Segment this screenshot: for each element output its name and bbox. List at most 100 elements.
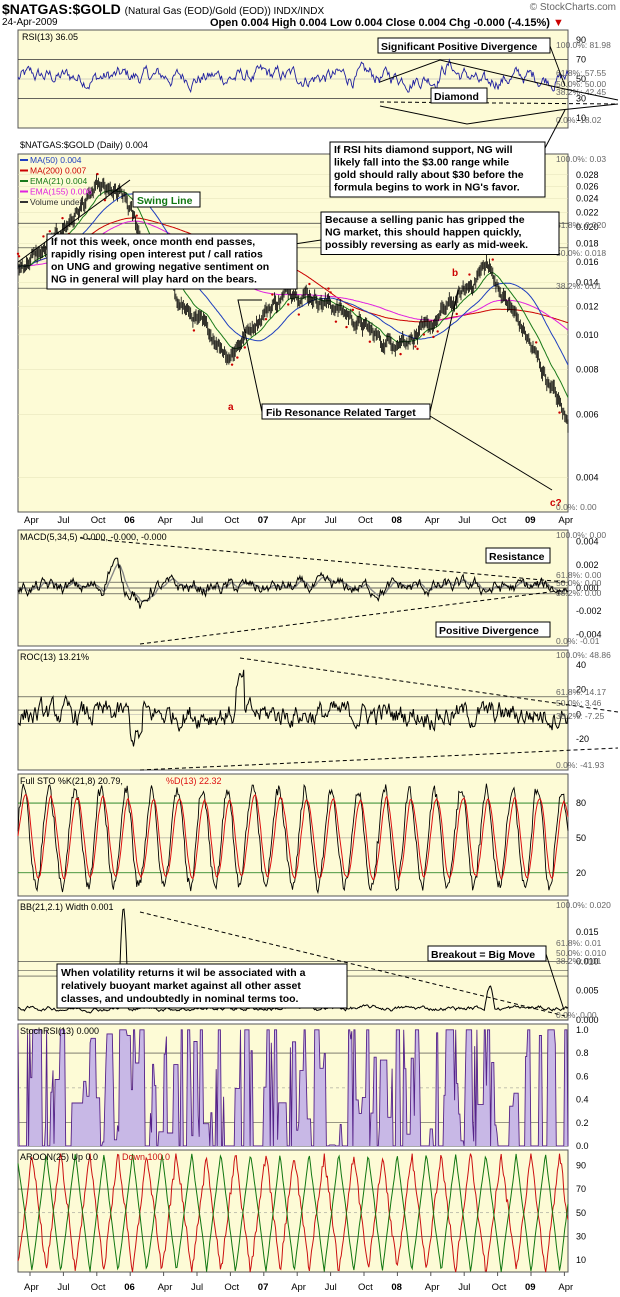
x-axis-label-bottom: Apr: [425, 1282, 440, 1293]
breakout-box: [427, 945, 547, 962]
price-signal-dot: [308, 282, 311, 286]
bbw-fib-level-label: 50.0%: 0.010: [556, 948, 606, 958]
x-axis-label-bottom: Oct: [358, 1282, 373, 1293]
x-axis-label-top: 06: [124, 515, 135, 526]
rsi-fib-level-label: 61.8%: 57.55: [556, 68, 606, 78]
price-fib-level-label: 38.2%: 0.01: [556, 281, 602, 291]
price-signal-dot: [48, 230, 51, 233]
x-axis-label-top: Oct: [358, 515, 373, 526]
volatility-note-line: classes, and undoubtedly in nominal term…: [61, 993, 299, 1005]
x-axis-label-bottom: Oct: [492, 1282, 507, 1293]
price-fib-level-label: 50.0%: 0.018: [556, 248, 606, 258]
sto-tick-label: 80: [576, 798, 586, 808]
rsi-tick-label: 30: [576, 94, 586, 104]
price-signal-dot: [236, 356, 239, 359]
stochrsi-title-label: StochRSI(13) 0.000: [20, 1026, 99, 1036]
bbw-tick-label: 0.005: [576, 986, 599, 996]
rsi-title-label: RSI(13) 36.05: [22, 32, 78, 42]
x-axis-label-top: Apr: [425, 515, 440, 526]
rsi-divergence-box: [377, 37, 551, 54]
rsi-fib-level-label: 100.0%: 81.98: [556, 40, 611, 50]
stochrsi-tick-label: 0.2: [576, 1118, 589, 1128]
roc-tick-label: 40: [576, 660, 586, 670]
rsi-support-note-line: likely fall into the $3.00 range while: [334, 157, 509, 169]
x-axis-label-bottom: Apr: [291, 1282, 306, 1293]
x-axis-label-bottom: Apr: [558, 1282, 573, 1293]
price-title-label: $NATGAS:$GOLD (Daily) 0.004: [20, 140, 148, 150]
rsi-fib-level-label: 0.0%: 18.02: [556, 115, 602, 125]
rsi-support-note-line: If RSI hits diamond support, NG will: [334, 144, 513, 156]
price-signal-dot: [329, 291, 332, 294]
macd-tick-label: -0.004: [576, 629, 602, 639]
volatility-note-line: relatively buoyant market against all ot…: [61, 980, 301, 992]
price-signal-dot: [243, 346, 246, 349]
price-signal-dot: [455, 312, 458, 316]
rsi-divergence-annotation: Significant Positive Divergence: [381, 41, 538, 53]
macd-fib-level-label: 50.0%: 0.00: [556, 578, 602, 588]
x-axis-label-top: Oct: [91, 515, 106, 526]
x-axis-label-bottom: 06: [124, 1282, 135, 1293]
x-axis-label-bottom: Jul: [57, 1282, 69, 1293]
stochrsi-area: [18, 1029, 568, 1146]
x-axis-label-bottom: Oct: [224, 1282, 239, 1293]
price-tick-label: 0.026: [576, 181, 599, 191]
macd-fib-level-label: 38.2%: 0.00: [556, 588, 602, 598]
stochrsi-tick-label: 0.0: [576, 1141, 589, 1151]
rsi-tick-label: 10: [576, 113, 586, 123]
price-fib-level-label: 61.8%: 0.020: [556, 220, 606, 230]
x-axis-label-top: 08: [391, 515, 402, 526]
price-legend-entry: MA(50) 0.004: [30, 155, 82, 165]
price-signal-dot: [436, 330, 439, 333]
chart-header: $NATGAS:$GOLD (Natural Gas (EOD)/Gold (E…: [0, 0, 620, 30]
roc-line: [17, 669, 569, 747]
price-tick-label: 0.004: [576, 472, 599, 482]
wave-label-c: c?: [550, 498, 562, 509]
price-signal-dot: [61, 216, 64, 220]
x-axis-label-bottom: 07: [258, 1282, 269, 1293]
price-signal-dot: [271, 293, 274, 296]
fib-pointer-left: [237, 299, 263, 413]
roc-tick-label: 0: [576, 709, 581, 719]
price-signal-dot: [414, 345, 417, 348]
aroon-down-line: [17, 1153, 569, 1273]
x-axis-label-top: Jul: [458, 515, 470, 526]
swing-line-annotation: Swing Line: [137, 195, 193, 207]
rsi-tick-label: 70: [576, 54, 586, 64]
rsi-diamond-annotation: Diamond: [434, 91, 479, 103]
stochrsi-tick-label: 0.4: [576, 1095, 589, 1105]
x-axis-label-top: Apr: [558, 515, 573, 526]
bbw-fib-level-label: 0.0%: 0.00: [556, 1010, 597, 1020]
symbol-subtitle: (Natural Gas (EOD)/Gold (EOD)) INDX/INDX: [124, 6, 325, 17]
price-signal-dot: [135, 214, 138, 217]
aroon-down-label: Down 100.0: [122, 1152, 170, 1162]
chart-title: $NATGAS:$GOLD (Natural Gas (EOD)/Gold (E…: [2, 1, 324, 17]
roc-support-line: [139, 747, 619, 771]
price-signal-dot: [230, 363, 234, 366]
x-axis-label-top: 09: [525, 515, 536, 526]
price-fib-level-label: 100.0%: 0.03: [556, 154, 606, 164]
fib-pointer-up: [429, 289, 459, 413]
x-axis-label-top: Jul: [57, 515, 69, 526]
aroon-tick-label: 70: [576, 1184, 586, 1194]
macd-fib-level-label: 61.8%: 0.00: [556, 570, 602, 580]
aroon-tick-label: 90: [576, 1160, 586, 1170]
bbw-fib-level-label: 61.8%: 0.01: [556, 938, 602, 948]
bbw-tick-label: 0.000: [576, 1015, 599, 1025]
price-tick-label: 0.024: [576, 194, 599, 204]
fib-target-annotation: Fib Resonance Related Target: [266, 407, 416, 419]
price-signal-dot: [351, 308, 355, 312]
volatility-note-line: When volatility returns it wil be associ…: [61, 967, 306, 979]
swing-line-box: [132, 191, 201, 208]
macd-tick-label: 0.004: [576, 537, 599, 547]
stochrsi-tick-label: 0.6: [576, 1071, 589, 1081]
symbol-label: $NATGAS:$GOLD: [2, 1, 121, 17]
sto-d-label: %D(13) 22.32: [166, 776, 222, 786]
x-axis-label-bottom: 09: [525, 1282, 536, 1293]
price-legend-entry: MA(200) 0.007: [30, 166, 86, 176]
month-end-note-line: If not this week, once month end passes,: [51, 236, 255, 248]
macd-title-label: MACD(5,34,5) -0.000, -0.000, -0.000: [20, 532, 167, 542]
price-legend-entry: EMA(155) 0.006: [30, 187, 92, 197]
aroon-up-line: [17, 1153, 569, 1272]
macd-line: [17, 557, 569, 609]
breakout-pointer: [545, 953, 565, 1011]
